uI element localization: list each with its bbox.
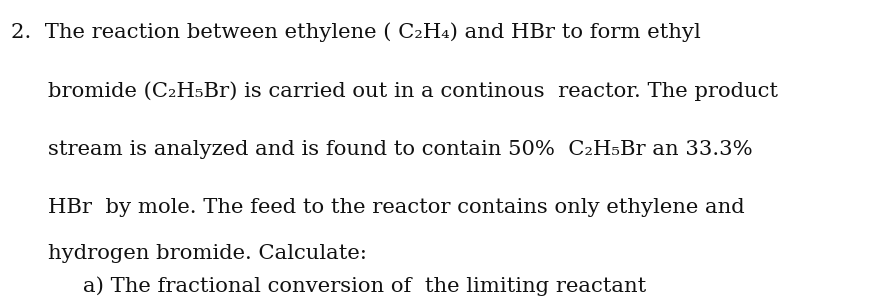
Text: hydrogen bromide. Calculate:: hydrogen bromide. Calculate: (48, 244, 367, 263)
Text: a) The fractional conversion of  the limiting reactant: a) The fractional conversion of the limi… (83, 276, 646, 296)
Text: bromide (C₂H₅Br) is carried out in a continous  reactor. The product: bromide (C₂H₅Br) is carried out in a con… (48, 81, 778, 101)
Text: stream is analyzed and is found to contain 50%  C₂H₅Br an 33.3%: stream is analyzed and is found to conta… (48, 140, 752, 159)
Text: 2.  The reaction between ethylene ( C₂H₄) and HBr to form ethyl: 2. The reaction between ethylene ( C₂H₄)… (11, 23, 700, 42)
Text: HBr  by mole. The feed to the reactor contains only ethylene and: HBr by mole. The feed to the reactor con… (48, 198, 745, 217)
